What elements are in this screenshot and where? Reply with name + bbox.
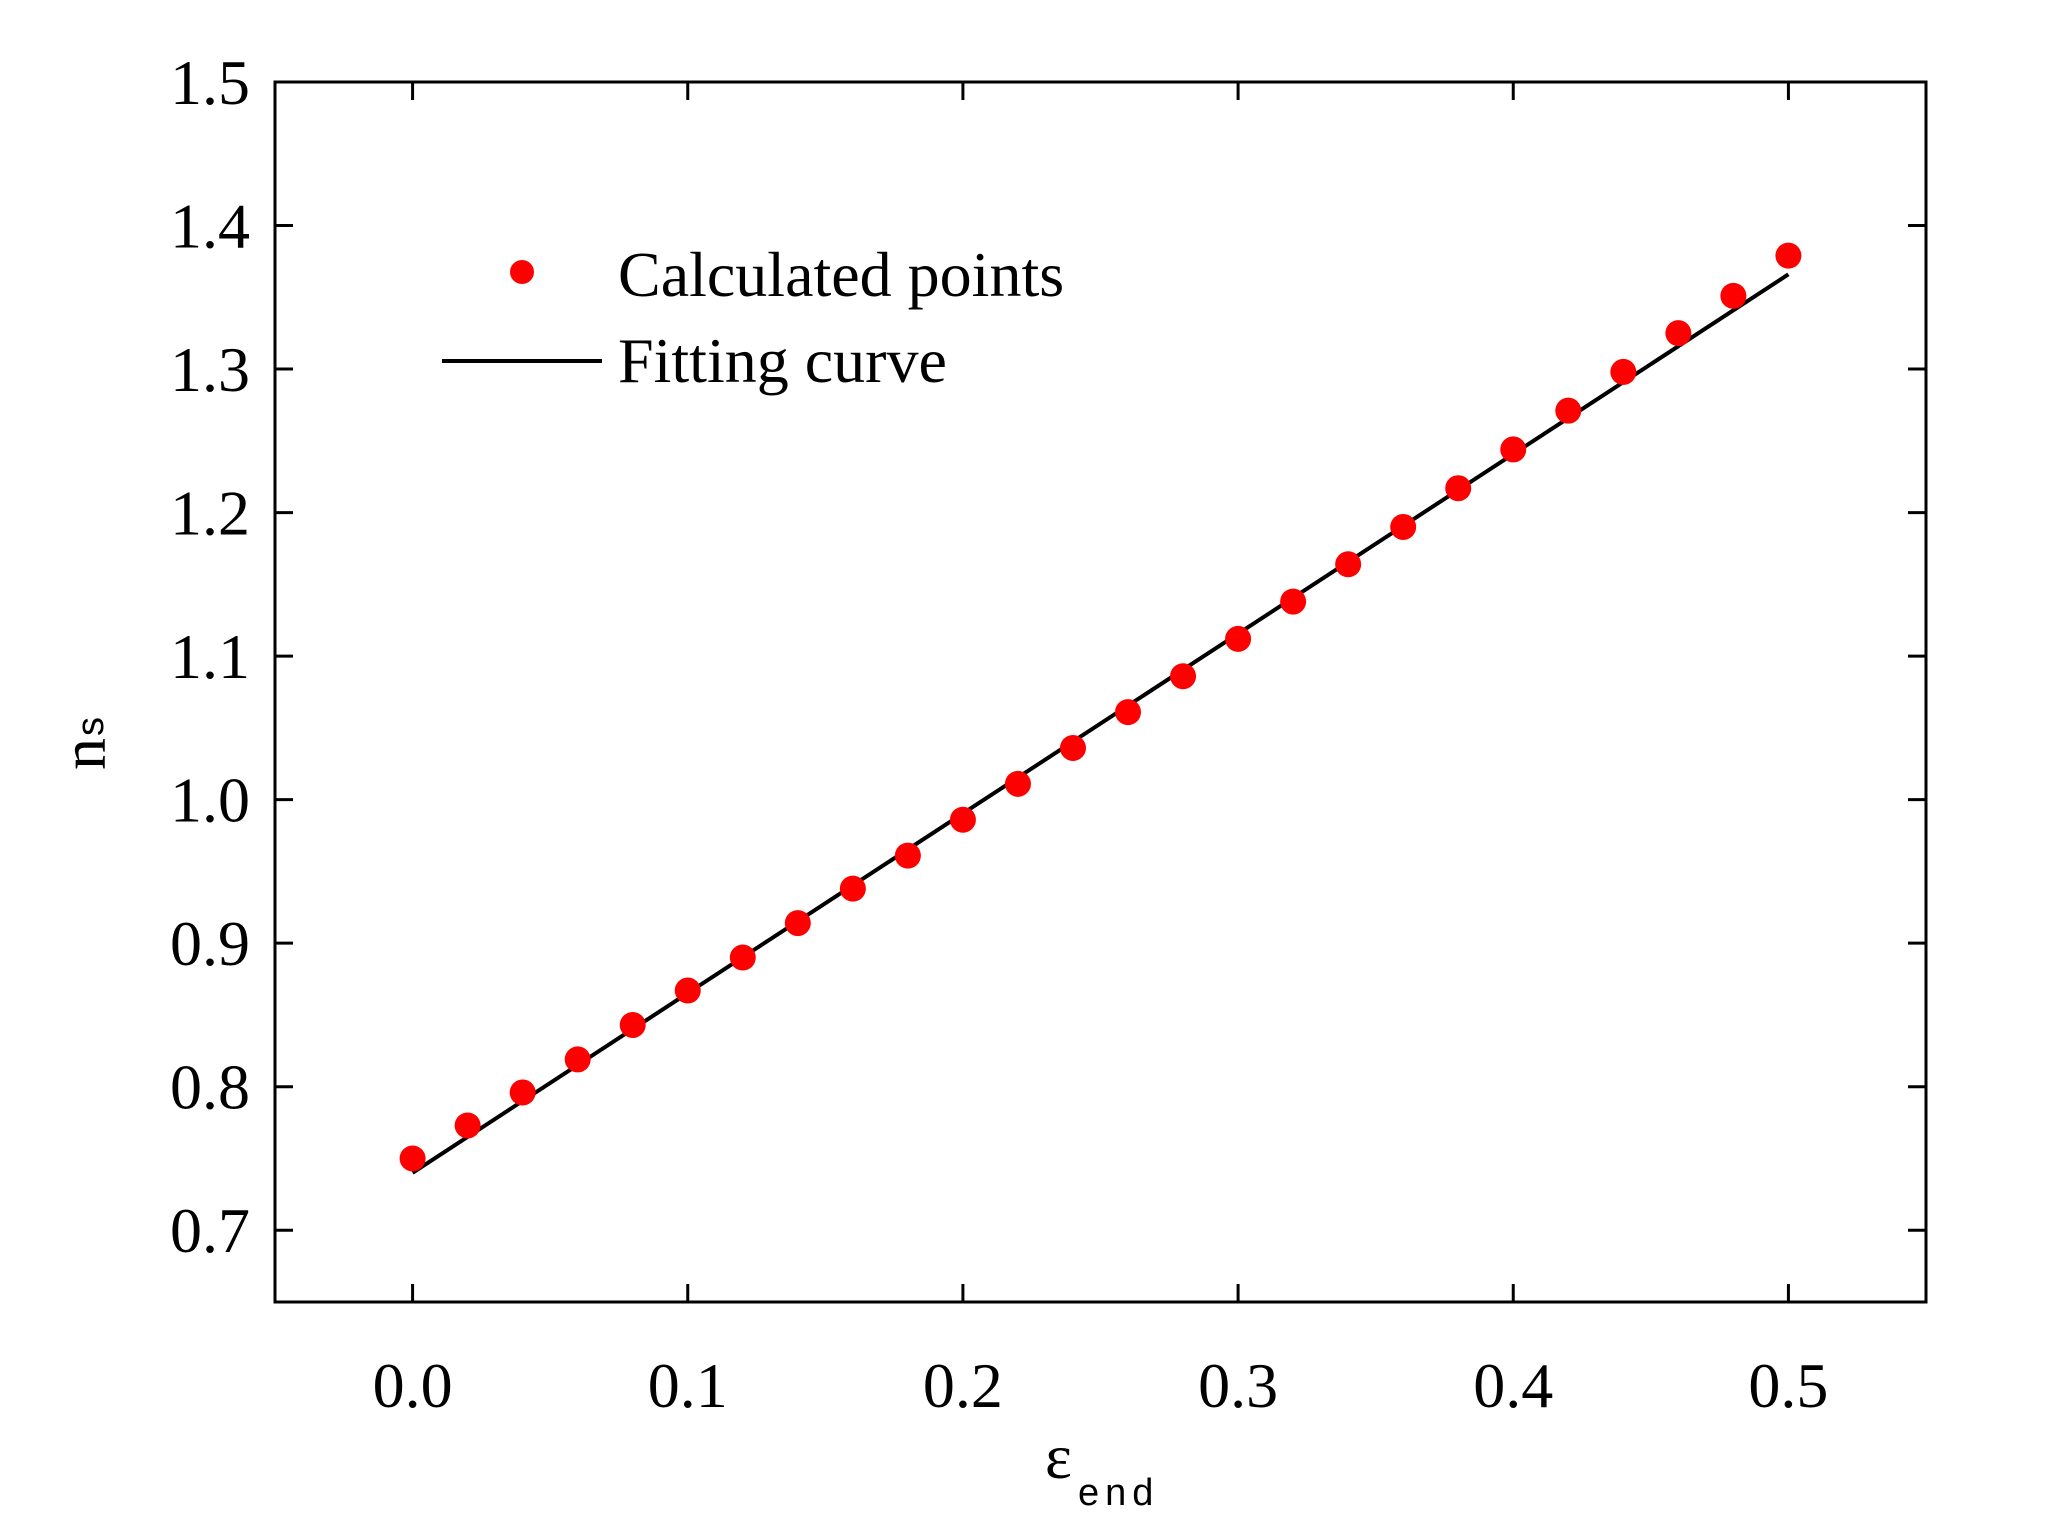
x-tick-label: 0.0 <box>373 1350 453 1421</box>
calculated-point <box>894 842 921 869</box>
calculated-points-layer <box>399 242 1802 1172</box>
y-tick-label: 1.4 <box>170 191 250 262</box>
calculated-point <box>454 1112 481 1139</box>
calculated-point <box>1004 770 1031 797</box>
calculated-point <box>1665 320 1692 347</box>
calculated-point <box>1610 358 1637 385</box>
y-tick-label: 0.9 <box>170 908 250 979</box>
y-tick-label: 1.0 <box>170 765 250 836</box>
calculated-point <box>619 1011 646 1038</box>
y-axis-ticks: 0.7 0.8 0.9 1.0 1.1 1.2 1.3 1.4 1.5 <box>170 47 1926 1266</box>
fitting-curve-line <box>411 272 1790 1175</box>
y-tick-label: 1.1 <box>170 621 250 692</box>
calculated-point <box>1775 242 1802 269</box>
calculated-point <box>839 875 866 902</box>
calculated-point <box>1059 734 1086 761</box>
calculated-point <box>784 910 811 937</box>
y-tick-label: 0.7 <box>170 1195 250 1266</box>
calculated-point <box>949 806 976 833</box>
y-axis-title: n s <box>48 711 119 770</box>
legend-marker-calculated-points <box>510 260 534 284</box>
x-axis-title-main: ε <box>1045 1421 1072 1492</box>
y-axis-title-subscript: s <box>70 711 112 736</box>
legend-label-calculated-points: Calculated points <box>618 239 1064 310</box>
y-tick-label: 0.8 <box>170 1052 250 1123</box>
calculated-point <box>1115 699 1142 726</box>
calculated-point <box>1720 282 1747 309</box>
x-tick-label: 0.4 <box>1473 1350 1553 1421</box>
calculated-point <box>1335 551 1362 578</box>
legend-label-fitting-curve: Fitting curve <box>618 325 947 396</box>
x-axis-title-subscript: end <box>1078 1472 1159 1514</box>
y-tick-label: 1.2 <box>170 478 250 549</box>
x-tick-label: 0.3 <box>1198 1350 1278 1421</box>
calculated-point <box>1390 513 1417 540</box>
y-tick-label: 1.5 <box>170 47 250 118</box>
x-tick-label: 0.2 <box>923 1350 1003 1421</box>
calculated-point <box>674 977 701 1004</box>
calculated-point <box>509 1079 536 1106</box>
x-axis-ticks: 0.0 0.1 0.2 0.3 0.4 0.5 <box>373 82 1828 1421</box>
x-axis-title: ε end <box>1045 1421 1159 1514</box>
legend: Calculated points Fitting curve <box>442 239 1064 396</box>
x-tick-label: 0.5 <box>1748 1350 1828 1421</box>
calculated-point <box>1280 588 1307 615</box>
calculated-point <box>1445 475 1472 502</box>
fitting-curve-layer <box>411 272 1790 1175</box>
calculated-point <box>1555 397 1582 424</box>
calculated-point <box>729 944 756 971</box>
y-axis-title-main: n <box>48 738 119 770</box>
calculated-point <box>1225 625 1252 652</box>
plot-area-frame <box>273 80 1928 1304</box>
calculated-point <box>1500 436 1527 463</box>
y-tick-label: 1.3 <box>170 334 250 405</box>
calculated-point <box>564 1046 591 1073</box>
calculated-point <box>399 1145 426 1172</box>
calculated-point <box>1170 663 1197 690</box>
x-tick-label: 0.1 <box>648 1350 728 1421</box>
